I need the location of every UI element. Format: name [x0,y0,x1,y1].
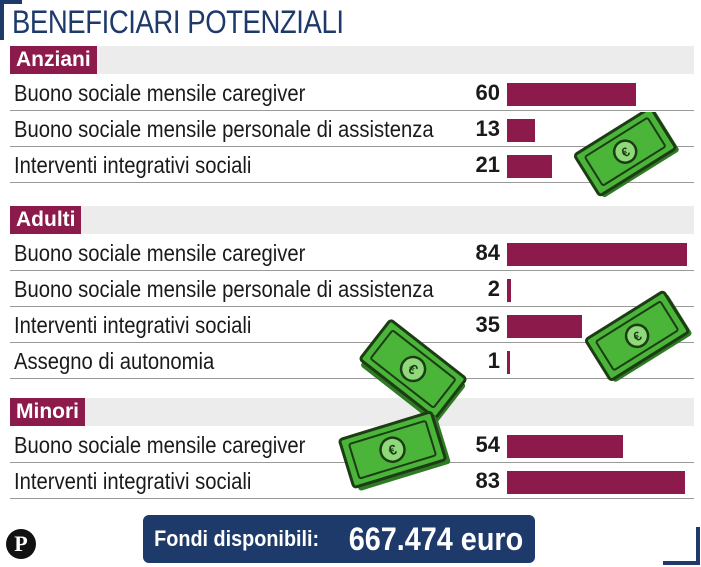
chart-row: Buono sociale mensile caregiver 84 [10,236,694,271]
row-divider [10,110,694,111]
data-label: 54 [475,432,500,457]
chart-row: Assegno di autonomia 1 [10,344,694,379]
row-label: Buono sociale mensile caregiver [14,80,306,106]
data-label: 2 [487,276,500,301]
section-band: Adulti [10,206,694,234]
section-band: Anziani [10,46,694,74]
funds-label: Fondi disponibili: [154,526,320,551]
row-divider [10,306,694,307]
section-label: Anziani [10,46,97,74]
row-label: Interventi integrativi sociali [14,312,252,338]
banknote-icon: € [574,112,679,197]
data-label: 60 [475,80,500,105]
bar [507,435,623,458]
bar [507,279,511,302]
row-divider [10,182,694,183]
data-label: 1 [487,348,500,373]
corner-mark-bottom-right [696,527,700,565]
row-label: Buono sociale mensile personale di assis… [14,276,434,302]
bar [507,155,552,178]
banknote-icon: € [338,410,451,491]
row-divider [10,146,694,147]
corner-mark-top-left-horizontal [0,0,22,4]
chart-title: BENEFICIARI POTENZIALI [12,4,344,40]
chart-row: Interventi integrativi sociali 21 [10,148,694,183]
row-label: Interventi integrativi sociali [14,468,252,494]
bar [507,351,510,374]
data-label: 83 [475,468,500,493]
bar [507,119,535,142]
row-divider [10,270,694,271]
row-label: Buono sociale mensile caregiver [14,432,306,458]
section-band: Minori [10,398,694,426]
bar [507,471,685,494]
data-label: 21 [475,152,500,177]
chart-row: Interventi integrativi sociali 83 [10,464,694,499]
row-label: Interventi integrativi sociali [14,152,252,178]
section-label: Minori [10,398,85,426]
data-label: 35 [475,312,500,337]
row-label: Buono sociale mensile caregiver [14,240,306,266]
data-label: 84 [475,240,500,265]
corner-mark-bottom-right-horizontal [663,561,700,565]
section-label: Adulti [10,206,82,234]
data-label: 13 [475,116,500,141]
bar [507,315,582,338]
corner-mark-top-left [0,0,4,40]
banknote-icon: € [584,290,692,382]
row-label: Assegno di autonomia [14,348,215,374]
banknote-icon: € [359,319,467,424]
row-label: Buono sociale mensile personale di assis… [14,116,434,142]
row-divider [10,378,694,379]
chart-row: Interventi integrativi sociali 35 [10,308,694,343]
chart-row: Buono sociale mensile personale di assis… [10,272,694,307]
row-divider [10,498,694,499]
bar [507,83,636,106]
chart-row: Buono sociale mensile caregiver 60 [10,76,694,111]
funds-amount: 667.474 euro [348,520,523,557]
chart-row: Buono sociale mensile caregiver 54 [10,428,694,463]
chart-row: Buono sociale mensile personale di assis… [10,112,694,147]
funds-banner: Fondi disponibili: 667.474 euro [143,515,535,563]
bar [507,243,687,266]
publisher-logo: P [6,529,36,559]
row-divider [10,342,694,343]
